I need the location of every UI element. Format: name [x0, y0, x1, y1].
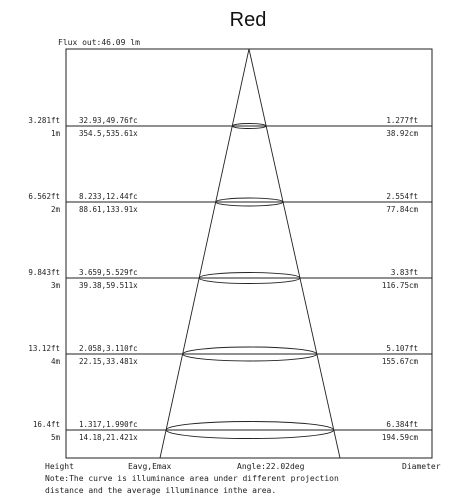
illuminance-lx-label: 39.38,59.511x [79, 281, 138, 290]
illuminance-fc-label: 8.233,12.44fc [79, 192, 138, 201]
diagram-frame [66, 49, 432, 458]
footer-angle-label: Angle:22.02deg [237, 462, 305, 471]
diameter-ft-label: 1.277ft [386, 116, 418, 125]
footer-note-line-1: Note:The curve is illuminance area under… [45, 474, 339, 483]
beam-left-edge [160, 49, 249, 458]
illuminance-fc-label: 1.317,1.990fc [79, 420, 138, 429]
beam-right-edge [249, 49, 340, 458]
illuminance-lx-label: 354.5,535.61x [79, 129, 138, 138]
chart-title: Red [230, 9, 267, 31]
footer-note-line-2: distance and the average illuminance int… [45, 486, 276, 495]
illuminance-fc-label: 2.058,3.110fc [79, 344, 138, 353]
footer-eavg-label: Eavg,Emax [128, 462, 172, 471]
diameter-ft-label: 3.83ft [391, 268, 418, 277]
height-m-label: 1m [51, 129, 61, 138]
footer-diameter-label: Diameter [402, 462, 441, 471]
diameter-ft-label: 5.107ft [386, 344, 418, 353]
illuminance-lx-label: 14.18,21.421x [79, 433, 138, 442]
diameter-cm-label: 116.75cm [382, 281, 419, 290]
height-ft-label: 3.281ft [28, 116, 60, 125]
flux-label: Flux out:46.09 lm [58, 38, 140, 47]
illuminance-lx-label: 88.61,133.91x [79, 205, 138, 214]
height-m-label: 3m [51, 281, 61, 290]
illuminance-fc-label: 32.93,49.76fc [79, 116, 138, 125]
illuminance-lx-label: 22.15,33.481x [79, 357, 138, 366]
height-m-label: 5m [51, 433, 61, 442]
diameter-ft-label: 2.554ft [386, 192, 418, 201]
height-ft-label: 16.4ft [33, 420, 60, 429]
height-ft-label: 13.12ft [28, 344, 60, 353]
height-m-label: 2m [51, 205, 61, 214]
diameter-cm-label: 77.84cm [386, 205, 418, 214]
footer-height-label: Height [45, 462, 74, 471]
height-ft-label: 9.843ft [28, 268, 60, 277]
diameter-cm-label: 194.59cm [382, 433, 419, 442]
height-m-label: 4m [51, 357, 61, 366]
diameter-cm-label: 155.67cm [382, 357, 419, 366]
diameter-ft-label: 6.384ft [386, 420, 418, 429]
height-ft-label: 6.562ft [28, 192, 60, 201]
diameter-cm-label: 38.92cm [386, 129, 418, 138]
illuminance-fc-label: 3.659,5.529fc [79, 268, 138, 277]
